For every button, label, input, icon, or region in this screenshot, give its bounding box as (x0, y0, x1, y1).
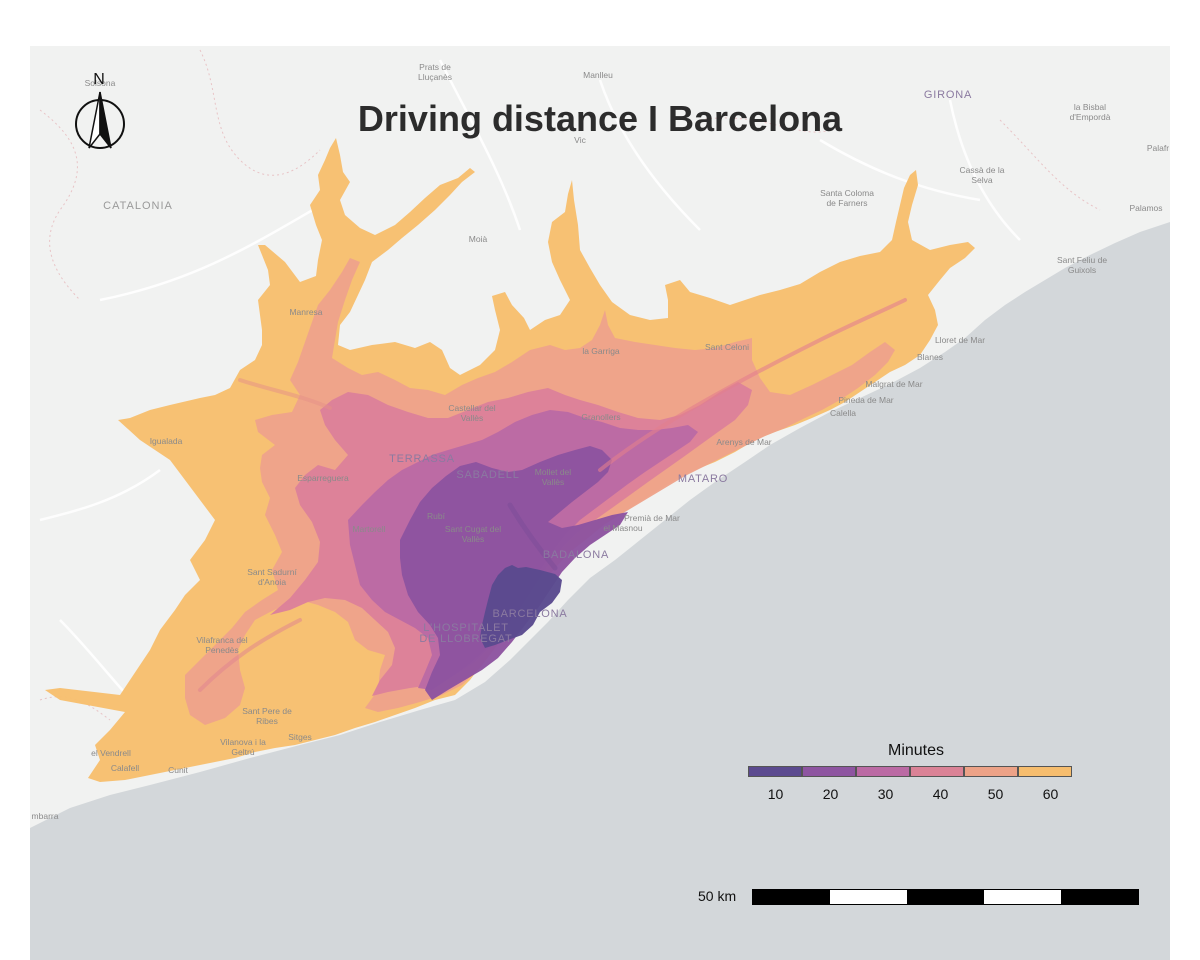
place-label: Lloret de Mar (935, 335, 985, 345)
map-title: Driving distance I Barcelona (357, 98, 843, 139)
isochrone-10-min (480, 565, 562, 648)
place-label: CATALONIA (103, 200, 173, 212)
legend-label: 20 (822, 786, 839, 802)
place-label: Vic (574, 135, 586, 145)
legend-swatch-50 (964, 766, 1018, 777)
legend-swatch-30 (856, 766, 910, 777)
scale-segment (1061, 890, 1138, 904)
legend-labels: 10 20 30 40 50 60 (748, 786, 1096, 802)
place-label: Palamos (1129, 203, 1162, 213)
place-label: Manlleu (583, 70, 613, 80)
place-label: mbarra (32, 811, 59, 821)
place-label: Santa Coloma (820, 188, 874, 198)
background-borders (39, 49, 1101, 721)
place-label: Cunit (168, 765, 188, 775)
place-label: Sant Pere de (242, 706, 292, 716)
legend-label: 30 (877, 786, 894, 802)
scale-bar-segments (752, 889, 1139, 905)
place-label: d'Empordà (1070, 112, 1111, 122)
place-label: Sant Sadurní (247, 567, 297, 577)
place-label: Vilanova i la (220, 737, 266, 747)
place-label: Martorell (352, 524, 385, 534)
place-label: Calafell (111, 763, 139, 773)
scale-segment (753, 890, 830, 904)
place-label: Pineda de Mar (838, 395, 893, 405)
place-label: Esparreguera (297, 473, 349, 483)
place-label: Vilafranca del (196, 635, 247, 645)
place-label: el Masnou (603, 523, 642, 533)
legend-label: 50 (987, 786, 1004, 802)
legend-swatch-60 (1018, 766, 1072, 777)
place-label: Igualada (150, 436, 183, 446)
place-label: Calella (830, 408, 856, 418)
place-label: Premià de Mar (624, 513, 680, 523)
place-label: BADALONA (543, 549, 609, 561)
place-label: Vallès (462, 534, 485, 544)
north-label: N (93, 71, 105, 88)
place-label: DE LLOBREGAT (419, 633, 512, 645)
place-label: Castellar del (448, 403, 495, 413)
place-label: el Vendrell (91, 748, 131, 758)
place-label: Mollet del (535, 467, 571, 477)
place-label: L'HOSPITALET (423, 622, 508, 634)
place-label: Selva (971, 175, 993, 185)
place-label: Penedès (205, 645, 239, 655)
place-label: Guixols (1068, 265, 1096, 275)
place-labels: Solsona Prats de Lluçanès Manlleu Vic GI… (32, 62, 1170, 821)
legend-swatch-40 (910, 766, 964, 777)
place-label: Vallès (542, 477, 565, 487)
place-label: Granollers (581, 412, 620, 422)
place-label: Malgrat de Mar (865, 379, 922, 389)
place-label: Ribes (256, 716, 278, 726)
place-label: de Farners (826, 198, 867, 208)
place-label: Arenys de Mar (716, 437, 771, 447)
highway-corridors (198, 298, 907, 692)
legend-swatch-20 (802, 766, 856, 777)
place-label: la Garriga (582, 346, 620, 356)
place-label: Sant Celoni (705, 342, 749, 352)
legend: Minutes 10 20 30 40 50 60 (730, 742, 1096, 802)
scale-segment (984, 890, 1061, 904)
scale-bar-label: 50 km (698, 888, 737, 904)
place-label: Solsona (85, 78, 116, 88)
place-label: Manresa (289, 307, 322, 317)
place-label: Sitges (288, 732, 312, 742)
place-label: Cassà de la (960, 165, 1005, 175)
legend-title: Minutes (887, 742, 945, 759)
place-label: la Bisbal (1074, 102, 1106, 112)
legend-label: 60 (1042, 786, 1059, 802)
place-label: Lluçanès (418, 72, 452, 82)
place-label: Blanes (917, 352, 943, 362)
place-label: TERRASSA (389, 453, 455, 465)
place-label: Rubí (427, 511, 446, 521)
place-label: Palafr (1147, 143, 1169, 153)
legend-color-bar (748, 766, 1096, 777)
place-label: SABADELL (456, 469, 519, 481)
place-label: Vallès (461, 413, 484, 423)
legend-swatch-10 (748, 766, 802, 777)
legend-label: 10 (767, 786, 784, 802)
place-label: GIRONA (924, 89, 972, 101)
place-label: Sant Cugat del (445, 524, 501, 534)
place-label: d'Anoia (258, 577, 286, 587)
place-label: Sant Feliu de (1057, 255, 1107, 265)
scale-segment (830, 890, 907, 904)
place-label: BARCELONA (492, 608, 567, 620)
north-arrow-icon (75, 91, 125, 149)
legend-label: 40 (932, 786, 949, 802)
place-label: MATARO (678, 473, 728, 485)
place-label: Geltrú (231, 747, 254, 757)
scale-segment (907, 890, 984, 904)
place-label: Moià (469, 234, 488, 244)
place-label: Prats de (419, 62, 451, 72)
